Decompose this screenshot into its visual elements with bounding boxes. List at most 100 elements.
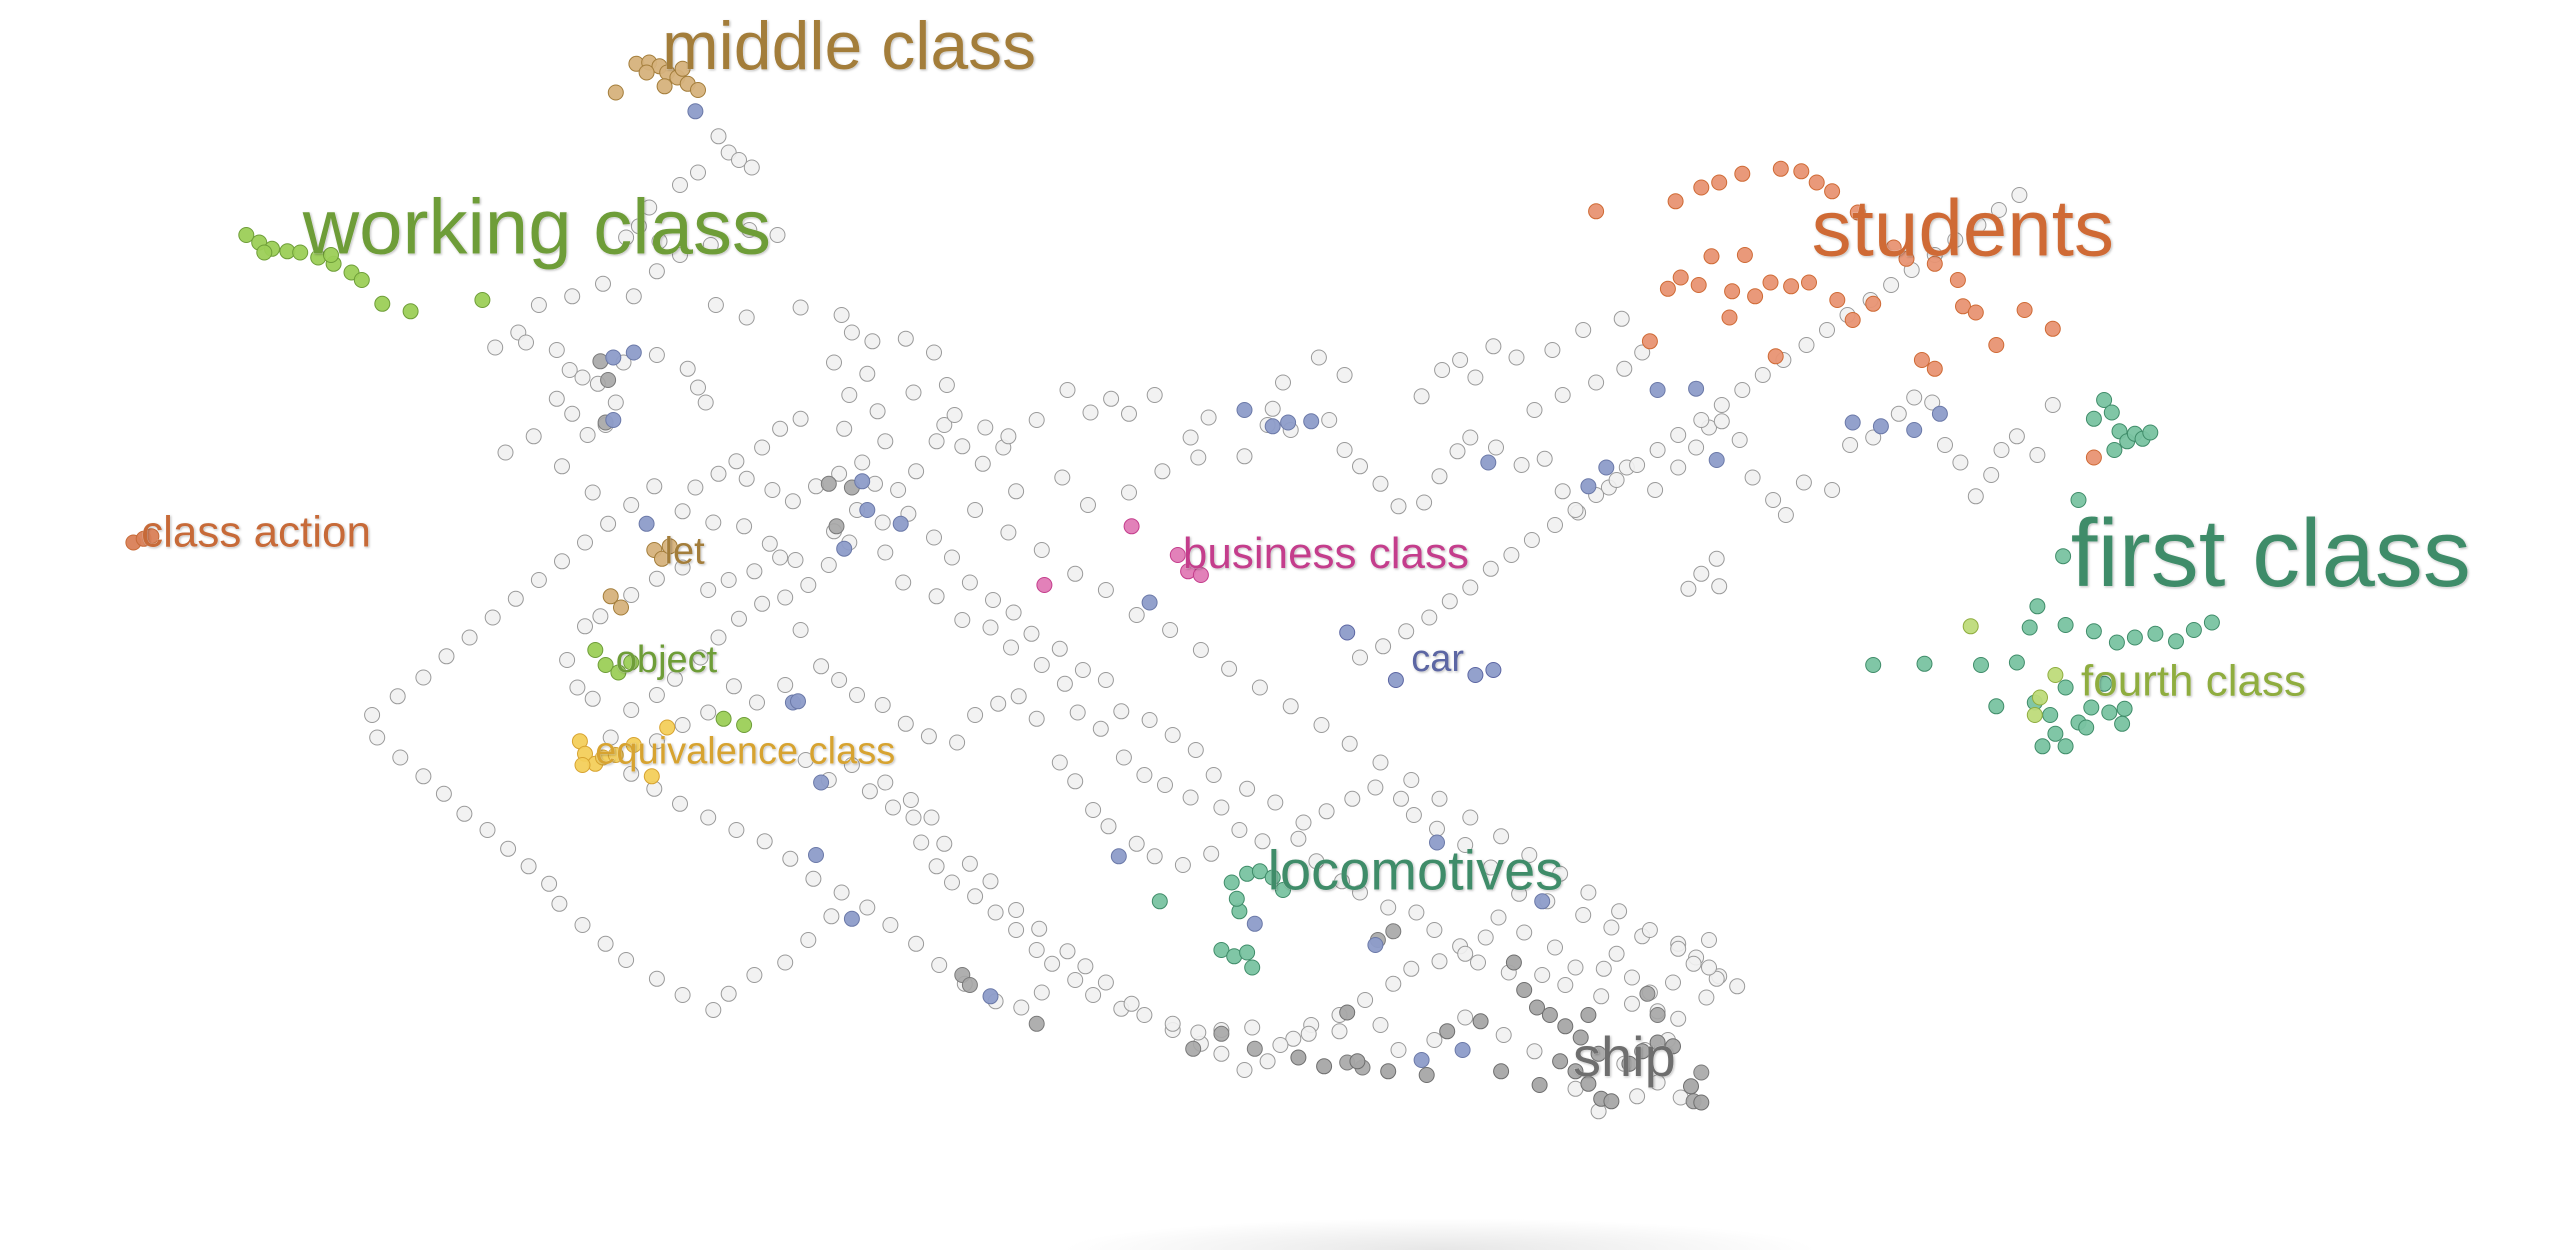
data-point-blue — [605, 349, 622, 366]
data-point-let — [654, 550, 670, 567]
data-point-first-class — [1916, 655, 1933, 672]
data-point-unlabeled — [530, 572, 547, 588]
data-point-unlabeled — [961, 574, 978, 591]
data-point-unlabeled — [1613, 310, 1630, 327]
data-point-equivalence-class — [659, 719, 676, 736]
data-point-car — [1485, 662, 1502, 678]
data-point-unlabeled — [772, 549, 789, 566]
data-point-first-class — [2057, 617, 2074, 633]
data-point-unlabeled — [705, 514, 722, 531]
data-point-students — [1703, 248, 1720, 265]
data-point-first-class — [2078, 719, 2095, 736]
data-point-unlabeled — [1097, 582, 1114, 598]
data-point-first-class — [2057, 738, 2074, 755]
data-point-unlabeled — [1641, 922, 1658, 938]
data-point-unlabeled — [1331, 1023, 1348, 1040]
data-point-ship — [1683, 1078, 1699, 1095]
data-point-unlabeled — [928, 433, 945, 450]
data-point-unlabeled — [700, 582, 717, 598]
data-point-unlabeled — [577, 618, 593, 635]
data-point-first-class — [2085, 410, 2102, 427]
data-point-unlabeled — [944, 549, 960, 566]
data-point-unlabeled — [1295, 814, 1312, 831]
data-point-unlabeled — [967, 707, 984, 723]
data-point-middle-class — [638, 64, 655, 81]
data-point-unlabeled — [1470, 954, 1486, 971]
data-point-unlabeled — [1031, 920, 1048, 937]
data-point-unlabeled — [1213, 1045, 1230, 1062]
data-point-ship — [1590, 1045, 1607, 1062]
data-point-unlabeled — [1508, 349, 1525, 366]
data-point-first-class — [2126, 629, 2143, 646]
data-point-unlabeled — [1670, 459, 1687, 476]
data-point-ship — [1493, 1063, 1510, 1080]
data-point-unlabeled — [674, 987, 691, 1003]
data-point-unlabeled — [1157, 777, 1173, 793]
data-point-gray — [1693, 1064, 1710, 1081]
data-point-unlabeled — [1408, 904, 1425, 921]
data-point-gray — [961, 977, 978, 993]
data-point-unlabeled — [577, 534, 593, 551]
data-point-unlabeled — [497, 444, 514, 461]
data-point-unlabeled — [1290, 830, 1307, 847]
data-point-ship — [1580, 1075, 1597, 1092]
data-point-unlabeled — [1059, 943, 1076, 960]
data-point-blue — [1844, 414, 1861, 431]
data-point-unlabeled — [877, 774, 894, 791]
data-point-gray — [1185, 1040, 1202, 1057]
data-point-blue — [859, 502, 876, 518]
data-point-unlabeled — [1449, 443, 1466, 460]
data-point-unlabeled — [1647, 482, 1664, 498]
data-point-blue — [1280, 414, 1297, 431]
data-point-students — [1967, 304, 1984, 321]
data-point-first-class — [2029, 598, 2046, 615]
data-point-unlabeled — [648, 570, 665, 587]
data-point-unlabeled — [518, 334, 534, 351]
data-point-unlabeled — [792, 299, 809, 316]
data-point-students — [1801, 274, 1817, 291]
data-point-unlabeled — [1701, 959, 1717, 976]
data-point-unlabeled — [1708, 970, 1725, 987]
data-point-unlabeled — [1536, 450, 1553, 467]
data-point-students — [1926, 360, 1943, 377]
data-point-unlabeled — [1937, 437, 1953, 453]
data-point-ship — [1439, 1023, 1456, 1040]
data-point-unlabeled — [1883, 277, 1900, 293]
data-point-gray — [828, 518, 845, 535]
data-point-first-class — [2096, 675, 2113, 692]
data-point-business-class — [1169, 547, 1186, 563]
data-point-unlabeled — [1113, 703, 1130, 720]
data-point-unlabeled — [1251, 679, 1268, 696]
data-point-unlabeled — [1452, 352, 1469, 368]
data-point-students — [1641, 333, 1658, 350]
data-point-unlabeled — [1947, 232, 1964, 248]
data-point-ship — [1665, 1038, 1681, 1055]
data-point-ship — [1505, 954, 1522, 971]
data-point-unlabeled — [1713, 397, 1730, 413]
data-point-gray — [600, 372, 617, 388]
data-point-unlabeled — [1390, 1042, 1407, 1058]
data-point-unlabeled — [987, 904, 1004, 921]
data-point-unlabeled — [672, 177, 688, 193]
data-point-middle-class — [656, 78, 673, 95]
data-point-let — [661, 538, 678, 555]
data-point-unlabeled — [700, 809, 717, 826]
data-point-ship — [1529, 999, 1545, 1016]
data-point-unlabeled — [882, 917, 899, 933]
data-point-first-class — [2106, 442, 2123, 458]
data-point-unlabeled — [1575, 322, 1592, 338]
data-point-unlabeled — [705, 1002, 722, 1018]
data-point-unlabeled — [672, 247, 688, 263]
data-point-unlabeled — [1244, 1019, 1261, 1036]
data-point-unlabeled — [1634, 344, 1651, 361]
data-point-unlabeled — [787, 552, 804, 568]
data-point-unlabeled — [1624, 969, 1640, 986]
data-point-unlabeled — [690, 164, 706, 181]
data-point-unlabeled — [1693, 412, 1710, 428]
data-point-locomotives — [1239, 944, 1256, 961]
data-point-unlabeled — [877, 433, 894, 450]
data-point-unlabeled — [1431, 468, 1448, 485]
data-point-unlabeled — [1624, 995, 1640, 1012]
data-point-unlabeled — [1393, 790, 1409, 807]
data-point-first-class — [2070, 492, 2087, 508]
